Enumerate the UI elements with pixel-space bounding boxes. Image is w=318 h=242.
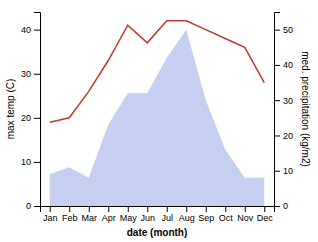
tick-label: 10 [21,157,31,167]
tick-mark [89,206,90,212]
x-tick: Jan [43,206,58,223]
x-tick: Dec [257,206,274,223]
x-axis-title: date (month) [127,227,188,238]
axis-line [41,207,275,213]
tick-label: Mar [82,213,98,223]
tick-mark [128,206,129,212]
tick-mark [50,206,51,212]
tick-label: Apr [102,213,116,223]
y-axis-title: max temp (C) [5,79,16,140]
x-tick: Sep [198,206,214,223]
tick-label: Sep [198,213,214,223]
y2-tick: 10 [274,166,293,176]
tick-label: Jan [43,213,58,223]
tick-label: 30 [21,69,31,79]
tick-label: Jul [161,213,173,223]
tick-label: Feb [62,213,78,223]
tick-mark [245,206,246,212]
tick-label: Aug [179,213,195,223]
chart-svg: Jan Feb Mar Apr MayJun Jul AugSep OctNovDec 0 10 2… [0,0,318,242]
x-tick: Apr [102,206,116,223]
y2-tick: 40 [274,60,293,70]
y2-axis-title: med. precipitation (kg/m2) [300,51,311,167]
chart-container: Jan Feb Mar Apr MayJun Jul AugSep OctNovDec 0 10 2… [0,0,318,242]
x-tick: Jun [140,206,155,223]
x-tick: Feb [62,206,78,223]
tick-label: 20 [21,113,31,123]
tick-mark [206,206,207,212]
tick-label: 0 [283,201,288,211]
tick-mark [34,30,40,31]
tick-mark [34,74,40,75]
y-tick: 20 [21,113,40,123]
x-axis: Jan Feb Mar Apr MayJun Jul AugSep OctNovDec [41,206,275,223]
tick-mark [108,206,109,212]
tick-label: 40 [21,25,31,35]
tick-mark [167,206,168,212]
tick-mark [186,206,187,212]
tick-mark [34,162,40,163]
tick-label: May [120,213,138,223]
tick-label: Dec [257,213,274,223]
tick-label: 10 [283,166,293,176]
tick-label: Oct [219,213,234,223]
y2-axis: 0 10 20 30 40 50 [274,13,293,212]
tick-label: 30 [283,96,293,106]
x-tick: Jul [161,206,173,223]
tick-mark [34,206,40,207]
tick-mark [274,30,280,31]
y-tick: 10 [21,157,40,167]
axis-line [34,13,41,207]
tick-mark [274,171,280,172]
tick-label: 0 [26,201,31,211]
tick-mark [69,206,70,212]
line [50,21,265,122]
tick-label: Jun [140,213,155,223]
y2-tick: 50 [274,25,293,35]
x-tick: Aug [179,206,195,223]
tick-mark [274,100,280,101]
tick-mark [274,65,280,66]
tick-mark [264,206,265,212]
x-tick: May [120,206,138,223]
y2-tick: 30 [274,96,293,106]
tick-label: 20 [283,131,293,141]
y-tick: 0 [26,201,40,211]
tick-mark [274,135,280,136]
axis-line [275,13,281,207]
plot: Jan Feb Mar Apr MayJun Jul AugSep OctNovDec 0 10 2… [5,13,311,239]
x-tick: Mar [82,206,98,223]
y2-tick: 20 [274,131,293,141]
tick-label: 40 [283,60,293,70]
area [50,30,265,206]
x-tick: Oct [219,206,234,223]
marks [50,21,265,206]
tick-label: Nov [237,213,254,223]
tick-mark [34,118,40,119]
y2-tick: 0 [274,201,288,211]
x-tick: Nov [237,206,254,223]
tick-mark [147,206,148,212]
tick-mark [225,206,226,212]
y-axis: 0 10 20 30 40 [21,13,41,212]
tick-label: 50 [283,25,293,35]
tick-mark [274,206,280,207]
y-tick: 30 [21,69,40,79]
y-tick: 40 [21,25,40,35]
